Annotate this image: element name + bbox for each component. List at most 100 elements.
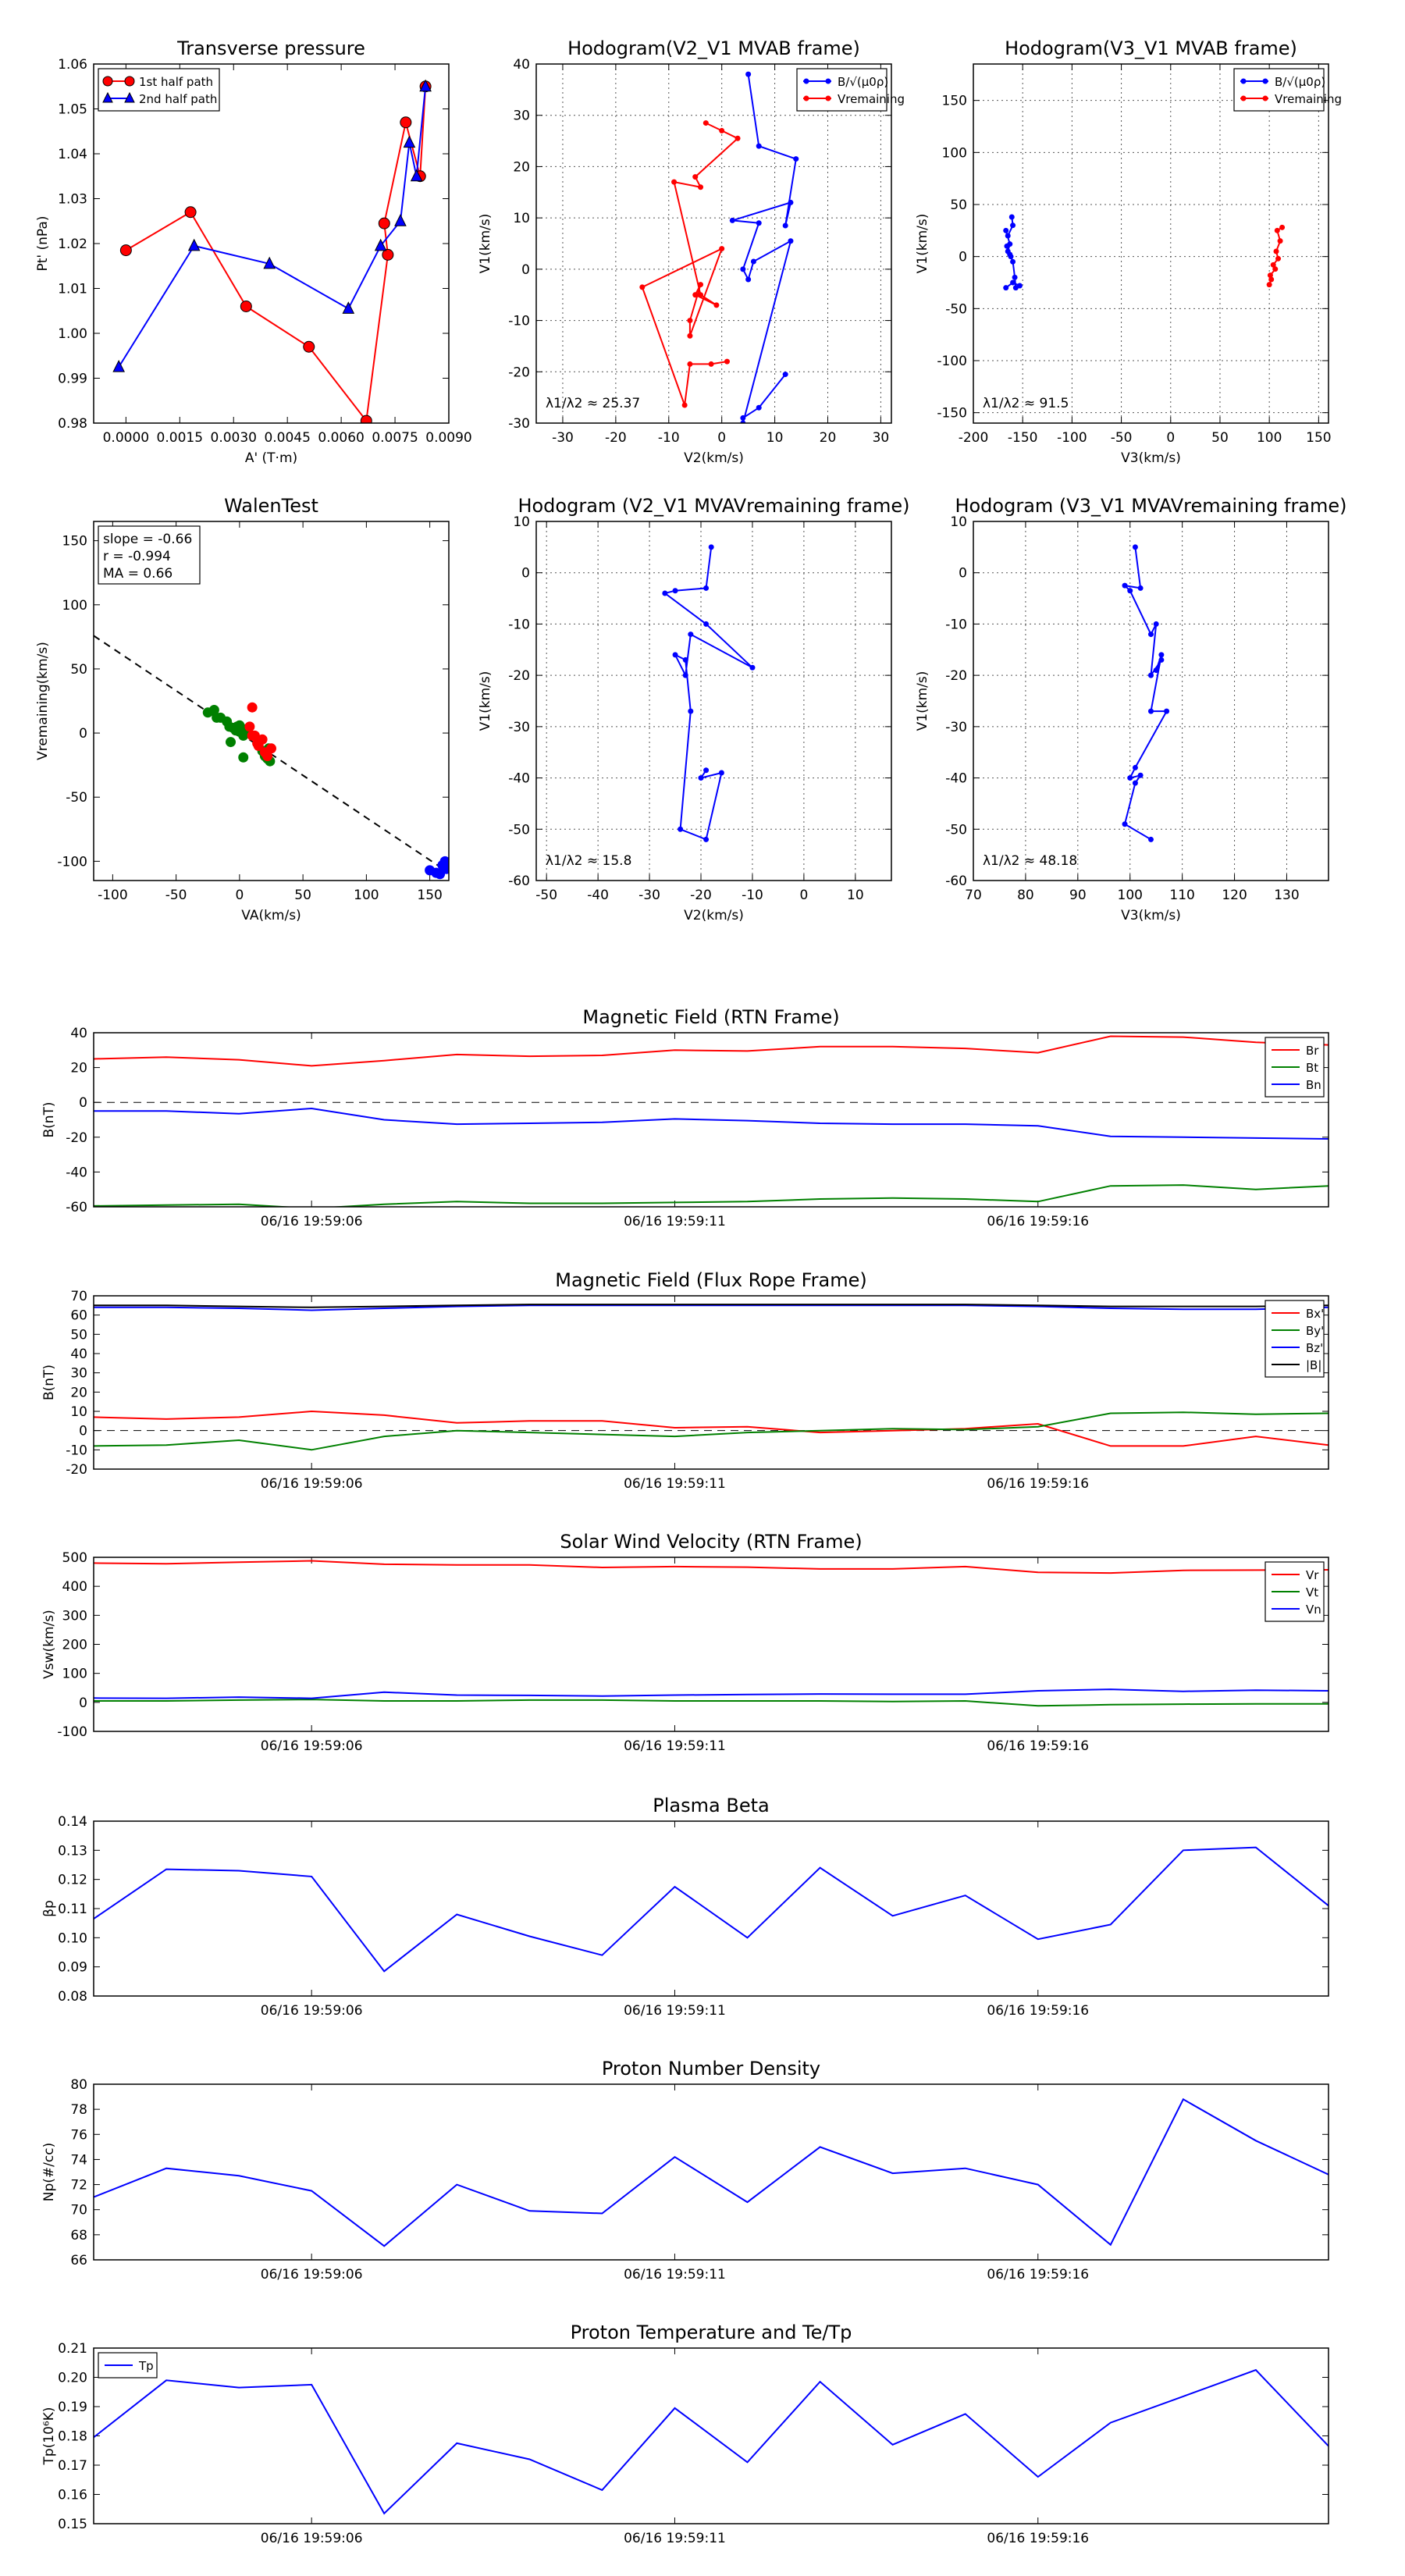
- legend-box: [1233, 68, 1325, 112]
- y-tick-label: -150: [937, 406, 967, 422]
- y-tick-label: 10: [513, 514, 530, 530]
- y-tick-label: 10: [70, 1404, 87, 1420]
- series-line: [94, 1846, 1329, 1973]
- y-tick-label: -60: [66, 1200, 87, 1215]
- legend-marker: [102, 76, 113, 87]
- y-tick-label: -40: [945, 771, 967, 787]
- data-point: [403, 135, 416, 148]
- y-tick-label: 70: [70, 2203, 87, 2218]
- data-point: [750, 258, 756, 265]
- data-point: [1122, 821, 1128, 827]
- plot-area: [662, 544, 756, 842]
- chart-b_rtn: Magnetic Field (RTN Frame) 06/16 19:59:06…: [41, 1006, 1329, 1229]
- y-tick-label: 78: [70, 2102, 87, 2118]
- x-tick-label: 06/16 19:59:16: [987, 1476, 1089, 1492]
- series-line: [94, 1699, 1329, 1707]
- data-point: [378, 217, 390, 229]
- data-point: [756, 404, 762, 411]
- axes-frame: [93, 1557, 1329, 1732]
- legend: Br Bt Bn: [1264, 1037, 1325, 1098]
- legend-label: Bz': [1306, 1341, 1323, 1355]
- series-line: [94, 2368, 1329, 2515]
- series-line: [94, 1035, 1329, 1067]
- y-tick-label: 0: [959, 250, 967, 265]
- y-tick-label: 40: [70, 1347, 87, 1362]
- y-tick-label: 10: [950, 514, 967, 530]
- series-line: [94, 1560, 1329, 1574]
- data-point: [1277, 238, 1283, 244]
- chart-title: Hodogram(V3_V1 MVAB frame): [1005, 37, 1297, 59]
- chart-vsw: Solar Wind Velocity (RTN Frame) 06/16 19:…: [41, 1531, 1329, 1754]
- data-point: [672, 652, 678, 658]
- y-tick-label: 1.06: [58, 57, 87, 73]
- data-point: [1270, 262, 1276, 268]
- y-tick-label: 0.20: [58, 2371, 87, 2386]
- chart-hodo_v3v1_mvab: Hodogram(V3_V1 MVAB frame) -200 -150 -100 -5…: [915, 37, 1342, 466]
- series-line: [94, 1410, 1329, 1447]
- x-tick-label: 80: [1017, 888, 1034, 903]
- x-tick-label: 06/16 19:59:11: [624, 2267, 726, 2282]
- data-point: [1148, 672, 1154, 678]
- plot-area: [94, 2368, 1329, 2515]
- y-tick-label: 50: [70, 662, 87, 678]
- y-axis-label: Np(#/cc): [41, 2143, 57, 2201]
- y-tick-label: 150: [942, 94, 967, 109]
- y-tick-label: 40: [513, 57, 530, 73]
- x-tick-label: 50: [294, 888, 311, 903]
- data-point: [247, 730, 258, 741]
- chart-title: Transverse pressure: [176, 37, 365, 59]
- y-tick-label: 500: [62, 1550, 87, 1566]
- legend-label: 2nd half path: [139, 92, 217, 106]
- y-tick-label: 0.16: [58, 2488, 87, 2503]
- x-tick-label: 0.0030: [211, 430, 257, 446]
- data-point: [1003, 227, 1009, 233]
- data-point: [1127, 775, 1133, 781]
- y-tick-label: 60: [70, 1308, 87, 1324]
- x-tick-label: 100: [1257, 430, 1282, 446]
- legend-box: [98, 68, 220, 112]
- legend-label: Vt: [1306, 1585, 1318, 1599]
- data-point: [682, 656, 688, 663]
- x-tick-label: 06/16 19:59:16: [987, 2267, 1089, 2282]
- data-point: [745, 71, 752, 77]
- data-point: [687, 361, 693, 367]
- legend-label: By': [1306, 1324, 1324, 1338]
- data-point: [419, 79, 432, 92]
- x-axis-label: V2(km/s): [684, 450, 744, 466]
- data-point: [708, 361, 714, 367]
- y-tick-label: 0: [521, 566, 530, 582]
- legend-label: Bn: [1306, 1078, 1321, 1092]
- y-tick-label: 72: [70, 2178, 87, 2194]
- series-line: [94, 1304, 1329, 1308]
- chart-pt: Transverse pressure 0.0000 0.0015 0.0030 0.0…: [35, 37, 472, 466]
- chart-title: Proton Number Density: [602, 2058, 820, 2080]
- y-tick-label: -40: [508, 771, 530, 787]
- data-point: [394, 214, 407, 226]
- chart-title: Plasma Beta: [653, 1795, 769, 1816]
- y-tick-label: 0.10: [58, 1930, 87, 1946]
- y-tick-label: 0: [79, 726, 87, 742]
- data-point: [410, 169, 423, 182]
- y-tick-label: -100: [57, 854, 87, 870]
- legend: Bx' By' Bz' |B|: [1264, 1300, 1325, 1378]
- series-line: [94, 1688, 1329, 1699]
- data-point: [687, 333, 693, 339]
- y-axis-label: Vsw(km/s): [41, 1610, 57, 1679]
- data-point: [262, 751, 273, 762]
- legend-label: Vr: [1306, 1568, 1319, 1582]
- y-tick-label: 70: [70, 1289, 87, 1304]
- y-tick-label: 0.12: [58, 1873, 87, 1888]
- y-tick-label: 0.15: [58, 2517, 87, 2532]
- y-tick-label: 10: [513, 211, 530, 226]
- x-tick-label: 06/16 19:59:06: [261, 2531, 363, 2546]
- x-tick-label: 150: [1306, 430, 1331, 446]
- data-point: [441, 863, 449, 874]
- y-tick-label: 0.14: [58, 1814, 87, 1830]
- plot-area: [94, 2097, 1329, 2247]
- series-line: [94, 1411, 1329, 1451]
- data-point: [740, 266, 746, 272]
- chart-np: Proton Number Density 06/16 19:59:06 06/16…: [41, 2058, 1329, 2282]
- y-tick-label: -10: [66, 1443, 87, 1458]
- data-point: [234, 720, 245, 731]
- chart-tp: Proton Temperature and Te/Tp 06/16 19:59:…: [41, 2322, 1329, 2546]
